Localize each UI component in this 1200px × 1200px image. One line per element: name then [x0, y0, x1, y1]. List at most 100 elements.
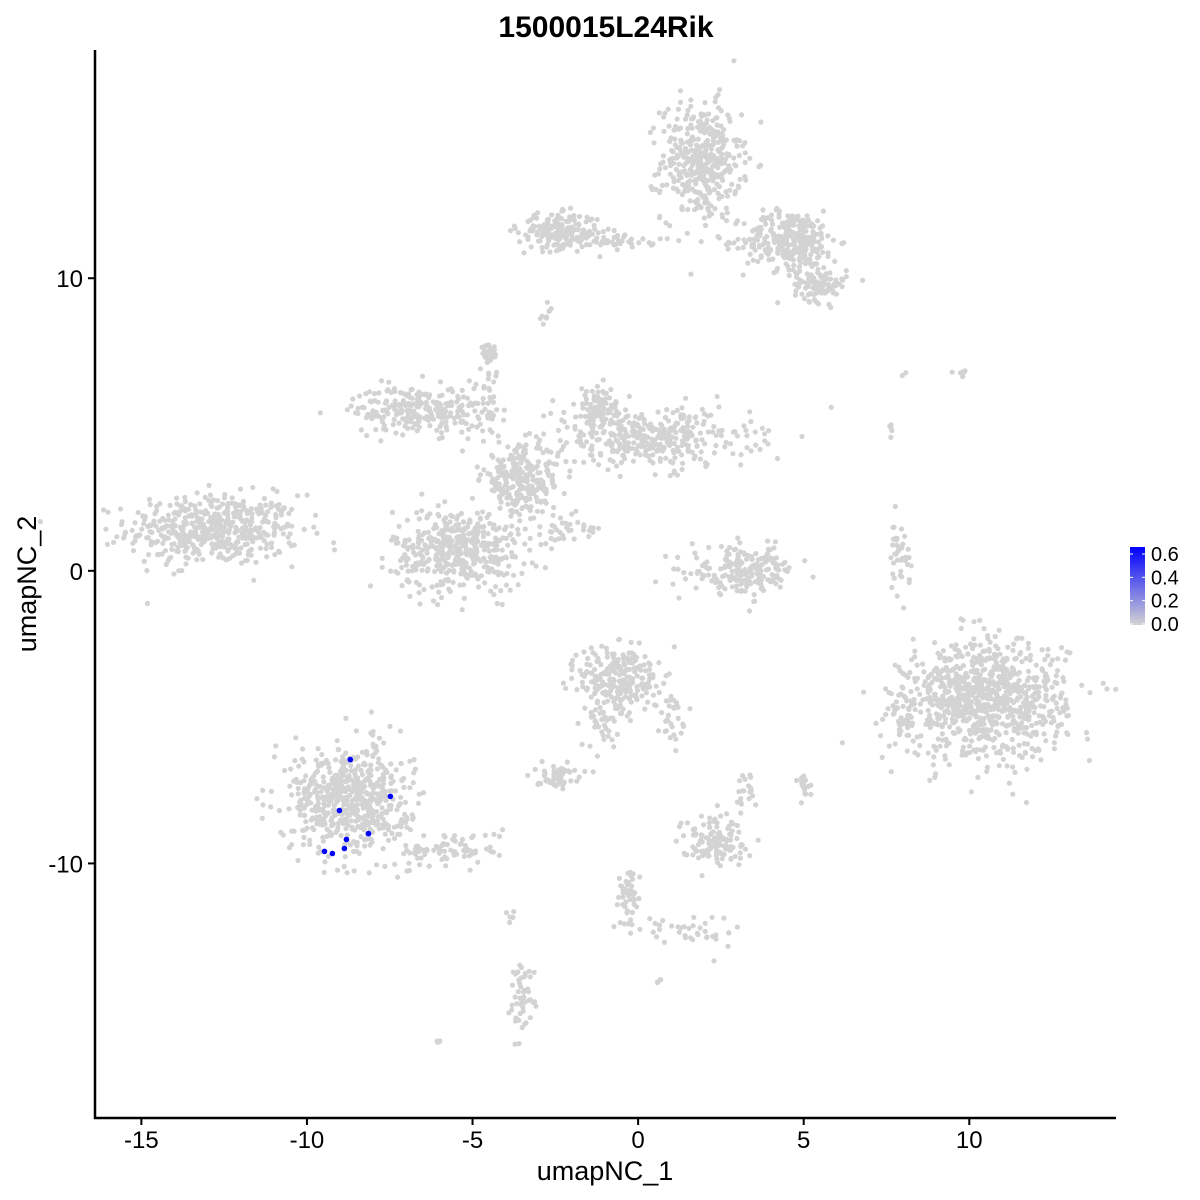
cell-point	[495, 475, 501, 481]
cell-point	[762, 431, 768, 437]
cell-point	[119, 519, 125, 525]
cell-point	[736, 152, 742, 159]
cell-point	[583, 219, 589, 225]
cell-point	[297, 799, 303, 805]
cell-point	[527, 547, 533, 553]
cell-point	[344, 870, 350, 876]
cell-point	[960, 617, 966, 623]
cell-point	[419, 373, 426, 379]
cell-point	[617, 431, 623, 437]
cell-point	[388, 537, 395, 543]
cell-point	[372, 391, 378, 397]
cell-point	[414, 510, 420, 516]
cell-point	[1104, 686, 1110, 692]
cell-point	[764, 233, 770, 240]
cell-point	[806, 299, 813, 305]
cell-point	[445, 578, 451, 584]
cell-point	[365, 769, 371, 775]
cell-point	[705, 429, 711, 435]
cell-point	[780, 242, 786, 248]
cell-point	[472, 408, 478, 414]
cell-point	[341, 799, 347, 805]
cell-point	[814, 246, 821, 252]
cell-point	[607, 421, 613, 427]
cell-point	[339, 811, 345, 818]
cell-point	[810, 223, 817, 229]
cell-point	[1030, 754, 1036, 760]
cell-point	[420, 790, 427, 796]
cell-point	[563, 685, 569, 691]
cell-point	[737, 558, 743, 564]
cell-point	[378, 776, 384, 782]
cell-point	[786, 227, 792, 233]
cell-point	[559, 206, 566, 212]
cell-point	[714, 181, 720, 187]
cell-point	[1006, 780, 1013, 786]
cell-point	[706, 572, 712, 578]
cell-point	[701, 573, 707, 579]
cell-point	[976, 680, 982, 686]
cell-point	[825, 282, 832, 288]
cell-point	[1047, 662, 1053, 668]
cell-point	[682, 145, 689, 152]
cell-point	[435, 511, 441, 517]
cell-point	[482, 832, 488, 839]
cell-point	[933, 695, 939, 701]
cell-point	[524, 458, 530, 464]
cell-point	[815, 239, 822, 245]
cell-point	[1032, 697, 1038, 703]
cell-point	[821, 265, 827, 271]
cell-point	[704, 156, 710, 162]
cell-point	[734, 433, 741, 439]
cell-point	[953, 674, 960, 680]
cell-point	[658, 431, 664, 437]
cell-point	[648, 421, 654, 427]
cell-point	[894, 557, 901, 563]
cell-point	[523, 503, 529, 509]
cell-point	[695, 568, 701, 575]
cell-point	[225, 516, 231, 522]
cell-point	[1000, 663, 1006, 669]
cell-point	[983, 657, 989, 664]
cell-point	[698, 239, 704, 245]
cell-point	[810, 233, 816, 239]
cell-point	[1018, 694, 1024, 700]
cell-point	[684, 419, 691, 425]
cell-point	[286, 510, 292, 517]
cell-point	[452, 849, 458, 855]
cell-point	[619, 238, 625, 244]
cell-point	[753, 564, 759, 570]
cell-point	[537, 532, 543, 538]
cell-point	[671, 566, 677, 572]
cell-point	[1055, 723, 1061, 730]
cell-point	[589, 447, 595, 453]
cell-point	[436, 560, 442, 567]
cell-point	[799, 291, 805, 297]
cell-point	[479, 524, 485, 530]
cell-point	[760, 573, 767, 580]
cell-point	[694, 555, 700, 561]
cell-point	[160, 540, 166, 546]
cell-point	[320, 774, 326, 780]
cell-point	[549, 478, 555, 484]
cell-point	[883, 686, 889, 692]
cell-point	[578, 442, 584, 448]
points-layer	[37, 58, 1119, 1047]
cell-point	[528, 504, 534, 510]
cell-point	[723, 205, 729, 211]
cell-point	[506, 492, 512, 499]
cell-point	[716, 428, 722, 434]
cell-point	[503, 479, 510, 486]
cell-point	[364, 433, 370, 439]
cell-point	[162, 536, 168, 542]
cell-point	[1064, 730, 1070, 736]
cell-point	[326, 765, 332, 771]
cell-point	[1022, 749, 1028, 755]
cell-point	[1003, 744, 1009, 750]
cell-point	[656, 689, 662, 696]
cell-point	[1010, 699, 1017, 706]
cell-point	[769, 217, 775, 223]
cell-point	[442, 499, 448, 505]
cell-point	[914, 686, 920, 692]
cell-point	[197, 501, 203, 507]
